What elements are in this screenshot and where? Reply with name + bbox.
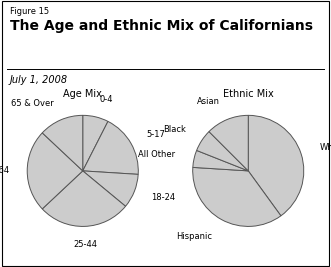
Title: Age Mix: Age Mix <box>63 89 102 99</box>
Wedge shape <box>83 121 138 174</box>
Wedge shape <box>42 115 83 171</box>
Text: 5-17: 5-17 <box>146 130 165 139</box>
Text: Black: Black <box>163 125 186 134</box>
Text: Hispanic: Hispanic <box>176 232 212 241</box>
Title: Ethnic Mix: Ethnic Mix <box>223 89 274 99</box>
Wedge shape <box>27 133 83 209</box>
Text: 18-24: 18-24 <box>151 193 175 202</box>
Text: White: White <box>319 143 331 152</box>
Text: 25-44: 25-44 <box>73 240 97 249</box>
Wedge shape <box>197 132 248 171</box>
Text: July 1, 2008: July 1, 2008 <box>10 75 68 85</box>
Text: Figure 15: Figure 15 <box>10 7 49 16</box>
Wedge shape <box>248 115 304 216</box>
Wedge shape <box>83 115 108 171</box>
Text: 65 & Over: 65 & Over <box>11 99 54 108</box>
Wedge shape <box>193 150 248 171</box>
Wedge shape <box>42 171 125 226</box>
Text: Asian: Asian <box>197 97 219 106</box>
Text: All Other: All Other <box>138 150 175 159</box>
Wedge shape <box>209 115 248 171</box>
Text: The Age and Ethnic Mix of Californians: The Age and Ethnic Mix of Californians <box>10 19 313 33</box>
Text: 0-4: 0-4 <box>100 95 113 104</box>
Wedge shape <box>83 171 138 206</box>
Wedge shape <box>193 167 281 226</box>
Text: 45-64: 45-64 <box>0 166 10 175</box>
